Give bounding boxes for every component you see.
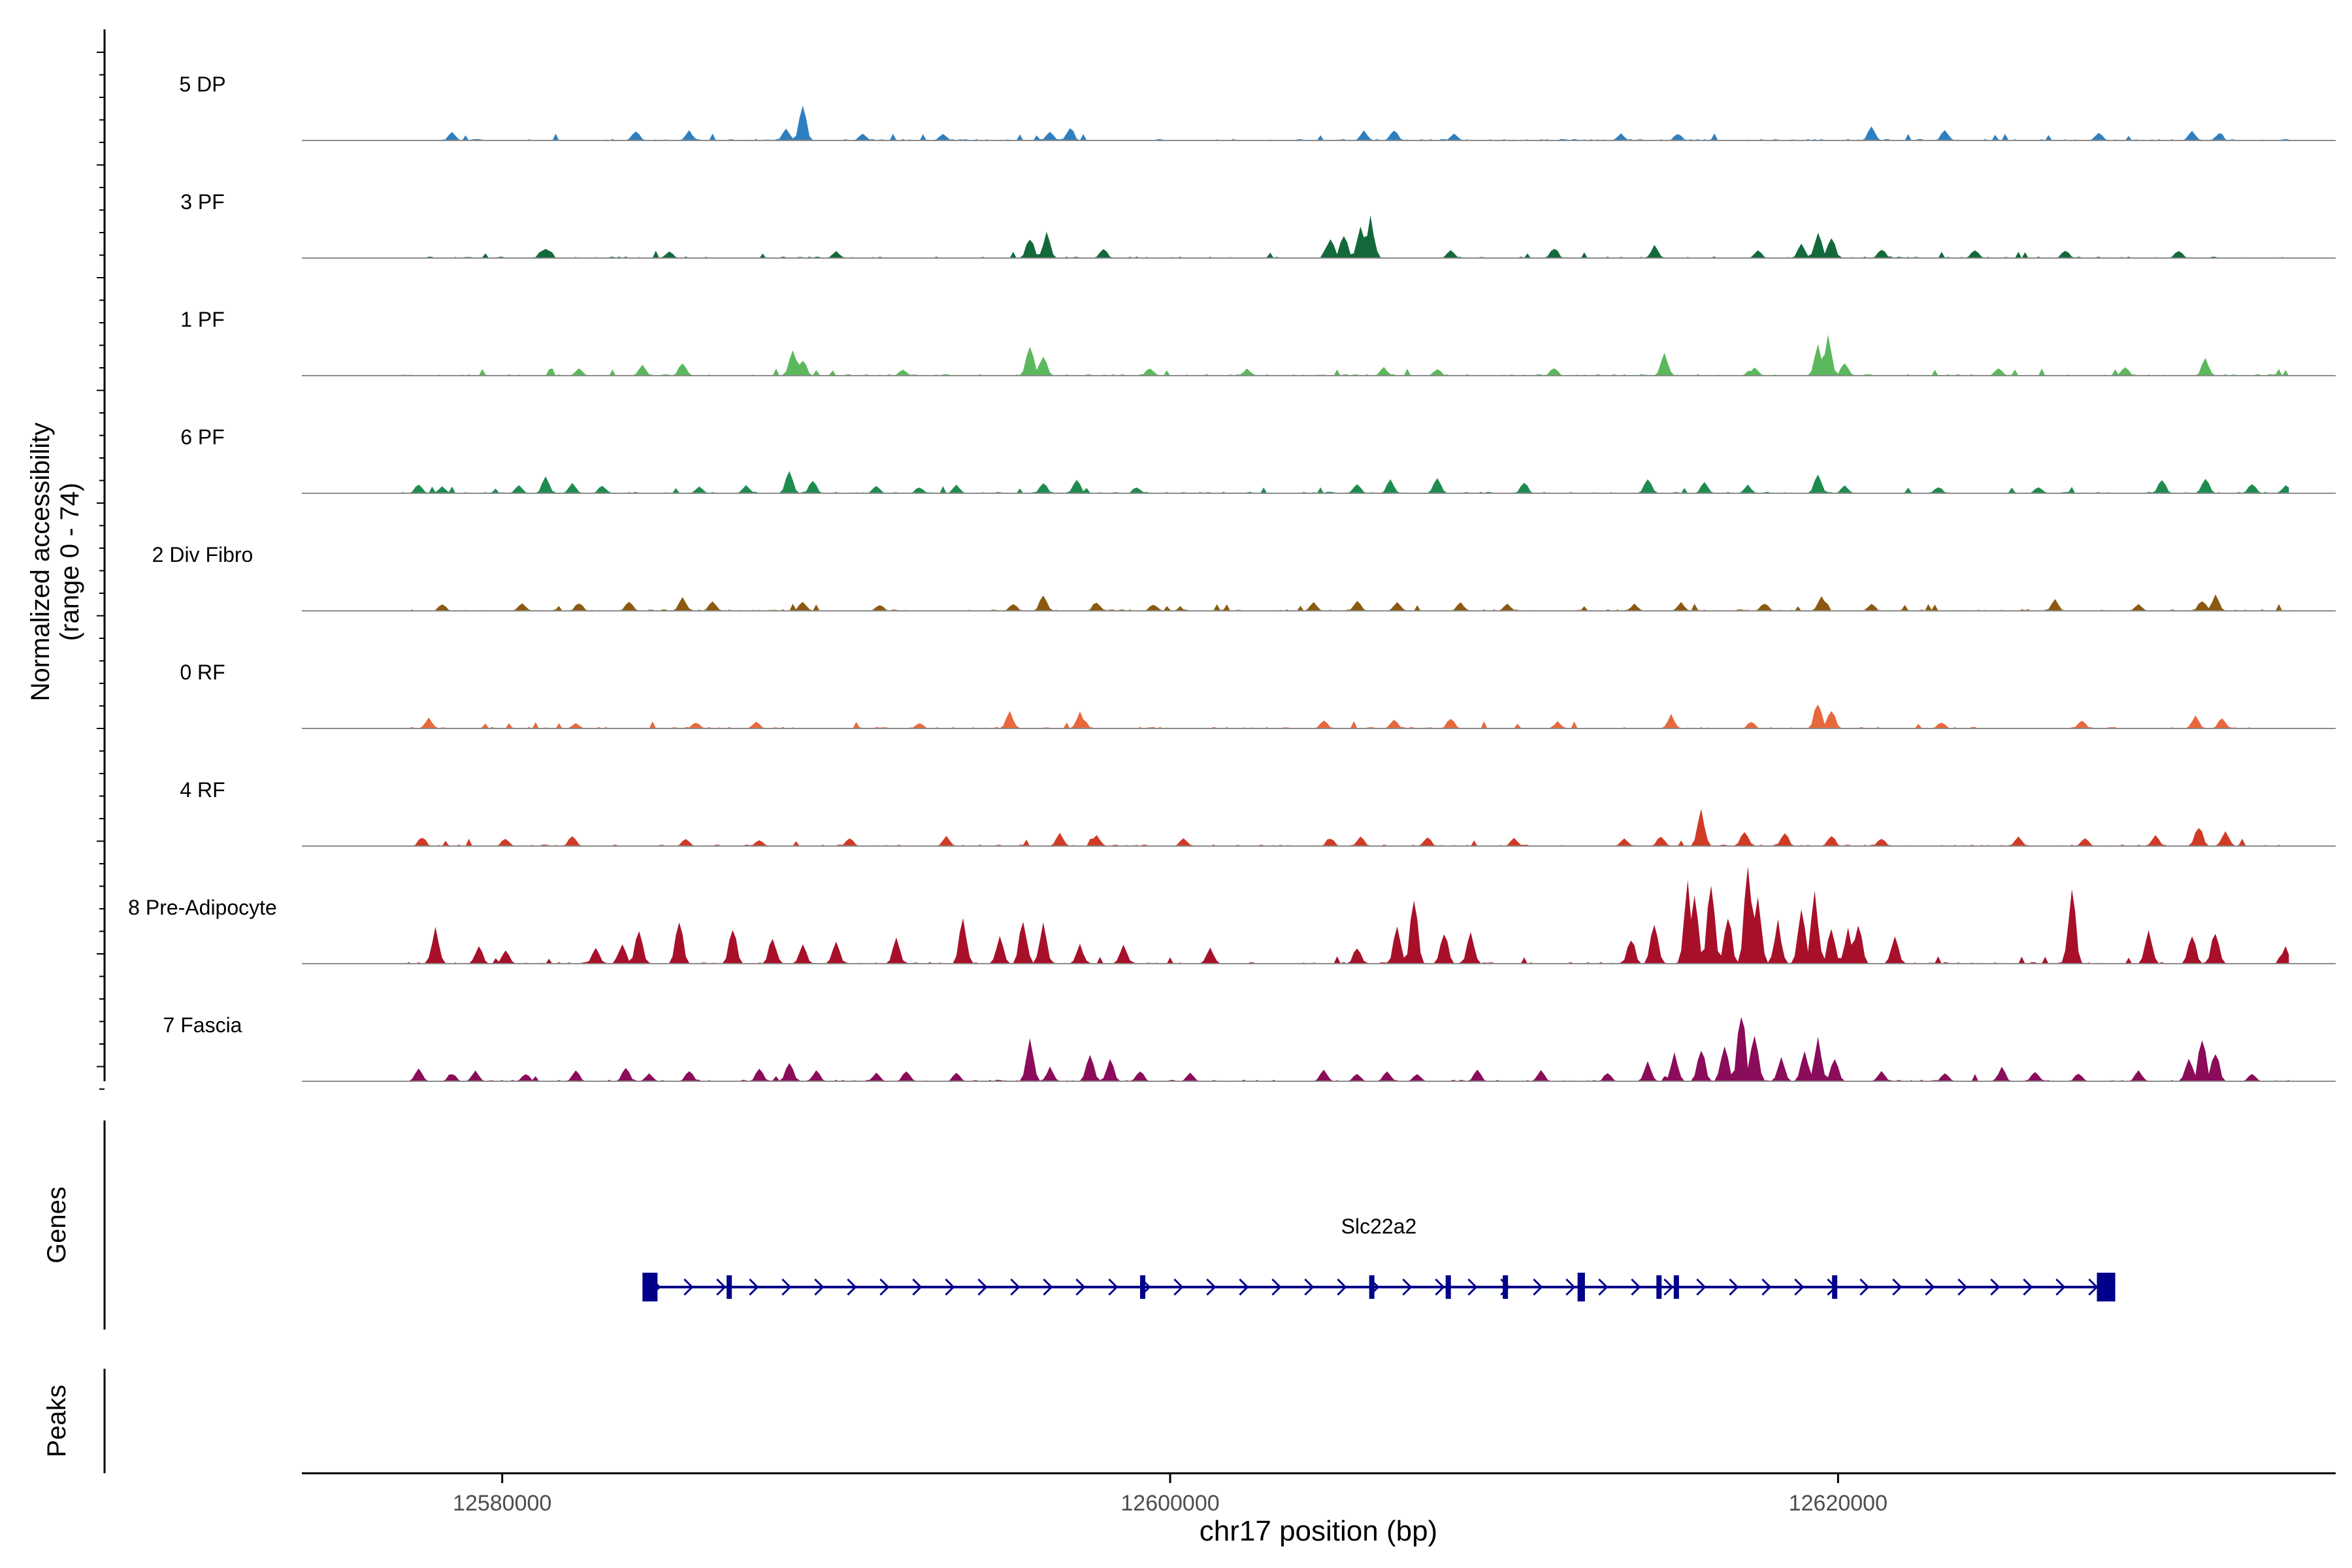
x-tick-label: 12580000 <box>453 1491 551 1516</box>
strand-arrow <box>1435 1278 1445 1296</box>
gene-exon <box>1656 1275 1662 1299</box>
coverage-area <box>402 105 2289 140</box>
gene-exon <box>1140 1275 1146 1299</box>
strand-arrow <box>1271 1278 1282 1296</box>
track-9: 7 Fascia <box>163 1013 2336 1082</box>
coverage-area <box>402 704 2289 728</box>
strand-arrow <box>879 1278 890 1296</box>
track-label: 7 Fascia <box>163 1013 242 1037</box>
gene-exon <box>1503 1275 1509 1299</box>
coverage-area <box>402 335 2289 376</box>
strand-arrow <box>1304 1278 1315 1296</box>
strand-arrow <box>1075 1278 1086 1296</box>
strand-arrow <box>1663 1278 1674 1296</box>
strand-arrow <box>1337 1278 1347 1296</box>
strand-arrow <box>1239 1278 1249 1296</box>
track-label: 4 RF <box>180 778 225 802</box>
genes-label: Genes <box>42 1186 71 1264</box>
strand-arrow <box>1696 1278 1707 1296</box>
track-1: 5 DP <box>179 73 2336 141</box>
strand-arrow <box>2088 1278 2099 1296</box>
strand-arrow <box>945 1278 955 1296</box>
strand-arrow <box>1957 1278 1968 1296</box>
track-8: 8 Pre-Adipocyte <box>128 866 2336 964</box>
track-4: 6 PF <box>180 425 2336 494</box>
strand-arrow <box>912 1278 923 1296</box>
gene-exon <box>727 1275 732 1299</box>
strand-arrow <box>1173 1278 1184 1296</box>
x-tick-label: 12620000 <box>1789 1491 1887 1516</box>
track-label: 2 Div Fibro <box>152 543 253 566</box>
strand-arrow <box>1598 1278 1609 1296</box>
x-axis-title: chr17 position (bp) <box>1200 1515 1437 1547</box>
strand-arrow <box>1467 1278 1478 1296</box>
track-label: 6 PF <box>180 425 225 449</box>
gene-name-label: Slc22a2 <box>1341 1215 1417 1238</box>
gene-exon <box>2097 1273 2115 1301</box>
gene-exon <box>1577 1273 1585 1301</box>
track-label: 1 PF <box>180 308 225 331</box>
coverage-area <box>402 215 2289 258</box>
strand-arrow <box>1533 1278 1543 1296</box>
y-axis-title: Normalized accessibility <box>26 423 55 702</box>
x-axis: 12580000 12600000 12620000 chr17 position … <box>302 1472 2336 1547</box>
peaks-label: Peaks <box>42 1384 71 1457</box>
track-label: 8 Pre-Adipocyte <box>128 896 277 919</box>
strand-arrow <box>2055 1278 2066 1296</box>
strand-arrow <box>716 1278 727 1296</box>
strand-arrow <box>1043 1278 1053 1296</box>
x-axis-ticks: 12580000 12600000 12620000 <box>453 1473 1887 1516</box>
coverage-area <box>402 866 2289 964</box>
coverage-area <box>402 594 2289 611</box>
strand-arrow <box>847 1278 857 1296</box>
coverage-area <box>402 471 2289 493</box>
strand-arrow <box>2023 1278 2033 1296</box>
gene-exon <box>1369 1275 1375 1299</box>
track-3: 1 PF <box>180 308 2336 376</box>
track-2: 3 PF <box>180 190 2336 259</box>
peaks-panel: Peaks <box>42 1369 106 1473</box>
gene-exon <box>1832 1275 1838 1299</box>
strand-arrow <box>1892 1278 1903 1296</box>
track-label: 5 DP <box>179 73 225 96</box>
strand-arrow <box>1206 1278 1217 1296</box>
strand-arrow <box>1010 1278 1021 1296</box>
strand-arrow <box>1761 1278 1772 1296</box>
strand-arrow <box>781 1278 792 1296</box>
strand-arrow <box>814 1278 825 1296</box>
strand-arrow <box>977 1278 988 1296</box>
y-axis-range: (range 0 - 74) <box>56 483 84 641</box>
gene-exon <box>1445 1275 1451 1299</box>
track-5: 2 Div Fibro <box>152 543 2336 612</box>
strand-arrow <box>1990 1278 2001 1296</box>
gene-exon <box>1673 1275 1679 1299</box>
coverage-area <box>402 1017 2289 1081</box>
genes-panel: Genes Slc22a2 <box>42 1120 2115 1330</box>
strand-arrow <box>1794 1278 1805 1296</box>
strand-arrow <box>1729 1278 1739 1296</box>
gene-model <box>642 1273 2115 1301</box>
track-label: 0 RF <box>180 661 225 684</box>
strand-arrow <box>1565 1278 1576 1296</box>
track-7: 4 RF <box>180 778 2336 847</box>
coverage-y-ticks <box>97 52 105 1090</box>
coverage-y-axis: Normalized accessibility (range 0 - 74) <box>26 29 106 1090</box>
strand-arrow <box>1859 1278 1870 1296</box>
strand-arrow <box>1631 1278 1641 1296</box>
strand-arrow <box>1925 1278 1935 1296</box>
strand-arrow <box>1402 1278 1413 1296</box>
gene-exon <box>642 1273 658 1301</box>
strand-arrow <box>683 1278 694 1296</box>
strand-arrow <box>1108 1278 1119 1296</box>
track-6: 0 RF <box>180 661 2336 729</box>
x-tick-label: 12600000 <box>1120 1491 1219 1516</box>
coverage-tracks: 5 DP 3 PF 1 PF 6 PF 2 Div Fibro 0 RF 4 RF 8 Pre… <box>128 73 2336 1082</box>
track-label: 3 PF <box>180 190 225 214</box>
strand-arrow <box>749 1278 759 1296</box>
